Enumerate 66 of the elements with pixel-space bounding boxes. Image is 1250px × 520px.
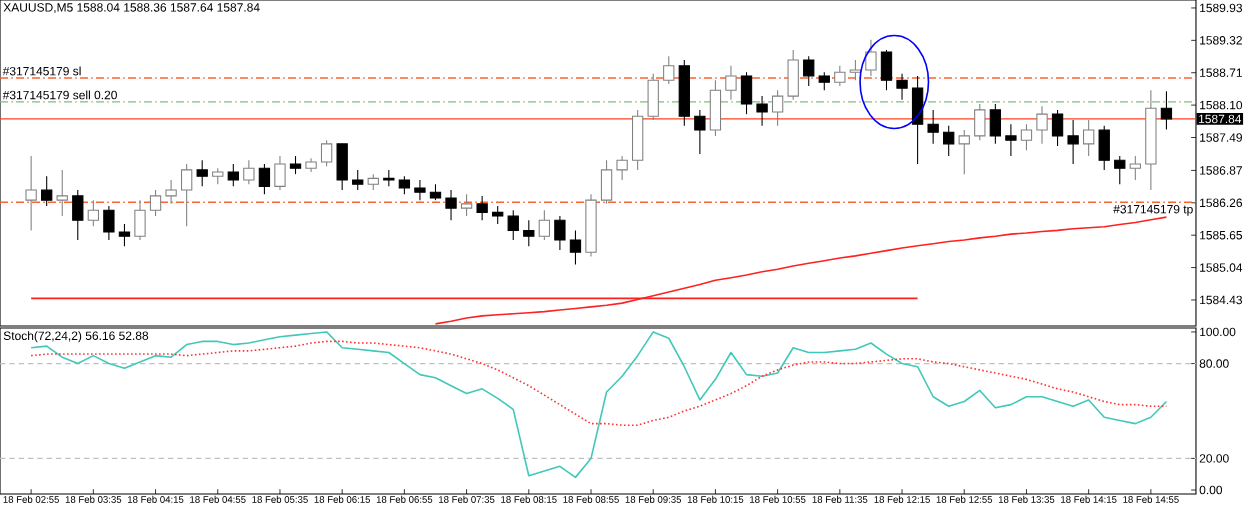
candlestick xyxy=(554,215,566,251)
candlestick xyxy=(134,199,146,241)
candlestick xyxy=(445,189,457,221)
candlestick xyxy=(1051,109,1064,147)
candlestick xyxy=(616,155,628,181)
candlestick xyxy=(569,229,582,265)
candlestick xyxy=(476,195,488,221)
candlestick xyxy=(149,189,162,217)
candlestick xyxy=(600,159,613,205)
candlestick xyxy=(709,79,722,137)
candlestick xyxy=(289,155,302,175)
candlestick xyxy=(1020,123,1033,151)
candlestick xyxy=(274,155,286,191)
candlestick xyxy=(165,179,177,205)
candlestick xyxy=(258,163,271,195)
candlestick xyxy=(974,103,986,141)
candlestick xyxy=(336,143,348,191)
candlestick xyxy=(1082,119,1095,157)
candlestick xyxy=(414,179,426,201)
candlestick xyxy=(1005,123,1017,157)
candlestick xyxy=(1160,90,1173,131)
candlestick xyxy=(227,163,239,187)
candlestick xyxy=(320,139,333,167)
candlestick xyxy=(927,109,939,145)
candlestick xyxy=(1067,119,1079,165)
candlestick xyxy=(849,59,862,81)
candlestick xyxy=(896,73,908,101)
candlestick xyxy=(663,55,675,85)
candlestick xyxy=(507,209,519,241)
candlestick xyxy=(787,49,799,101)
candlestick xyxy=(25,155,37,231)
candlestick xyxy=(694,109,706,155)
candlestick xyxy=(196,159,208,187)
candlestick xyxy=(72,189,84,241)
candlestick xyxy=(41,175,53,207)
candlestick xyxy=(87,199,100,227)
candlestick xyxy=(460,193,473,217)
candlestick xyxy=(352,169,364,191)
candlestick xyxy=(911,75,924,165)
candlestick xyxy=(865,39,877,77)
candlestick xyxy=(243,159,255,185)
candlestick xyxy=(958,129,970,175)
candlestick xyxy=(56,169,68,217)
candlestick xyxy=(523,219,535,247)
candlestick xyxy=(880,49,893,91)
candlestick xyxy=(180,163,193,227)
candlestick xyxy=(398,175,411,195)
candlestick xyxy=(740,71,753,115)
candlestick xyxy=(1129,155,1141,181)
candlestick xyxy=(771,89,784,127)
candlestick xyxy=(103,205,115,241)
candlestick xyxy=(943,125,955,157)
candlestick xyxy=(803,55,815,87)
candlestick xyxy=(1114,155,1126,185)
candlestick xyxy=(1098,125,1110,171)
candlestick xyxy=(631,109,644,171)
candlestick xyxy=(492,205,504,225)
candlestick xyxy=(647,73,659,121)
candlestick xyxy=(538,209,551,241)
candlestick xyxy=(989,103,1002,145)
candlestick xyxy=(1036,105,1048,145)
candlestick xyxy=(756,95,768,127)
candlestick xyxy=(818,71,830,91)
candlestick xyxy=(118,223,131,247)
candlestick xyxy=(725,65,737,101)
candlestick xyxy=(834,65,846,87)
